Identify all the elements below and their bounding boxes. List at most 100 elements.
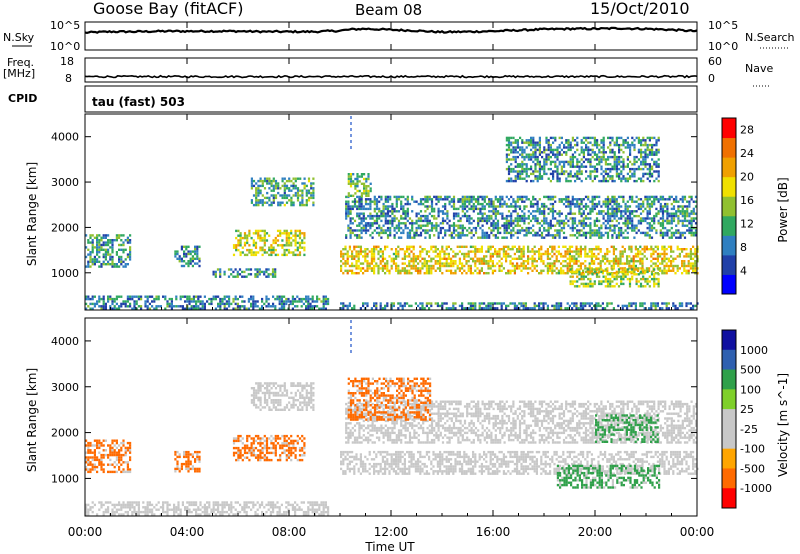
scatter-cell bbox=[448, 202, 451, 206]
scatter-cell bbox=[428, 222, 431, 225]
scatter-cell bbox=[93, 302, 96, 306]
scatter-cell bbox=[687, 262, 690, 265]
scatter-cell bbox=[546, 262, 549, 265]
scatter-cell bbox=[604, 269, 607, 272]
scatter-cell bbox=[363, 187, 366, 190]
scatter-cell bbox=[290, 199, 293, 202]
scatter-cell bbox=[653, 163, 656, 166]
scatter-cell bbox=[345, 217, 348, 220]
scatter-cell bbox=[270, 201, 273, 204]
scatter-cell bbox=[626, 207, 629, 211]
scatter-cell bbox=[667, 245, 670, 248]
scatter-cell bbox=[274, 196, 278, 200]
scatter-cell bbox=[477, 222, 480, 225]
scatter-cell bbox=[406, 226, 409, 230]
scatter-cell bbox=[107, 248, 110, 251]
scatter-cell bbox=[562, 272, 565, 275]
scatter-cell bbox=[417, 255, 420, 258]
scatter-cell bbox=[283, 203, 286, 207]
scatter-cell bbox=[353, 248, 356, 251]
scatter-cell bbox=[472, 250, 475, 253]
scatter-cell bbox=[370, 252, 373, 256]
scatter-cell bbox=[598, 148, 601, 152]
scatter-cell bbox=[532, 160, 535, 164]
scatter-cell bbox=[531, 262, 534, 265]
scatter-cell bbox=[357, 257, 360, 260]
scatter-cell bbox=[510, 179, 513, 183]
scatter-cell bbox=[595, 273, 599, 276]
scatter-cell bbox=[672, 207, 676, 211]
scatter-cell bbox=[615, 155, 618, 159]
scatter-cell bbox=[562, 245, 565, 248]
scatter-cell bbox=[690, 198, 693, 201]
scatter-cell bbox=[468, 198, 471, 201]
scatter-cell bbox=[546, 269, 549, 272]
scatter-cell bbox=[628, 270, 632, 274]
scatter-cell bbox=[613, 285, 616, 288]
scatter-cell bbox=[259, 248, 262, 252]
scatter-cell bbox=[408, 260, 411, 263]
scatter-cell bbox=[657, 212, 660, 215]
scatter-cell bbox=[345, 214, 348, 218]
scatter-cell bbox=[115, 265, 118, 268]
scatter-cell bbox=[292, 253, 295, 257]
scatter-cell bbox=[643, 248, 646, 251]
scatter-cell bbox=[201, 300, 204, 303]
scatter-cell bbox=[595, 202, 599, 206]
scatter-cell bbox=[109, 258, 112, 261]
scatter-cell bbox=[576, 200, 579, 203]
scatter-cell bbox=[266, 191, 269, 195]
scatter-cell bbox=[549, 195, 552, 199]
scatter-cell bbox=[521, 219, 524, 223]
scatter-cell bbox=[120, 263, 123, 266]
scatter-cell bbox=[230, 302, 233, 306]
scatter-cell bbox=[505, 222, 508, 225]
scatter-cell bbox=[196, 257, 199, 260]
scatter-cell bbox=[620, 155, 623, 159]
scatter-cell bbox=[122, 260, 125, 263]
scatter-cell bbox=[589, 141, 592, 144]
scatter-cell bbox=[615, 143, 618, 147]
scatter-cell bbox=[560, 219, 563, 223]
scatter-cell bbox=[631, 219, 634, 223]
scatter-cell bbox=[373, 302, 376, 305]
scatter-cell bbox=[664, 198, 667, 201]
scatter-cell bbox=[348, 269, 351, 272]
scatter-cell bbox=[661, 307, 664, 310]
scatter-cell bbox=[609, 280, 612, 283]
scatter-cell bbox=[441, 302, 444, 305]
scatter-cell bbox=[278, 300, 281, 303]
scatter-cell bbox=[519, 170, 522, 173]
scatter-cell bbox=[424, 219, 427, 223]
scatter-cell bbox=[665, 302, 668, 305]
scatter-cell bbox=[569, 205, 572, 208]
scatter-cell bbox=[401, 248, 404, 251]
scatter-cell bbox=[689, 250, 692, 253]
scatter-cell bbox=[259, 239, 262, 242]
scatter-cell bbox=[558, 160, 561, 164]
scatter-cell bbox=[677, 219, 680, 223]
scatter-cell bbox=[615, 255, 618, 258]
scatter-cell bbox=[558, 163, 561, 166]
scatter-cell bbox=[243, 270, 246, 274]
scatter-cell bbox=[657, 179, 660, 183]
scatter-cell bbox=[518, 302, 521, 305]
scatter-cell bbox=[483, 219, 486, 223]
scatter-cell bbox=[263, 179, 267, 183]
scatter-cell bbox=[560, 170, 563, 173]
scatter-cell bbox=[587, 273, 590, 276]
scatter-cell bbox=[463, 214, 467, 218]
scatter-cell bbox=[554, 163, 557, 166]
scatter-cell bbox=[551, 255, 554, 258]
scatter-cell bbox=[507, 269, 510, 272]
scatter-cell bbox=[534, 141, 537, 144]
scatter-cell bbox=[530, 158, 533, 161]
scatter-cell bbox=[353, 272, 356, 275]
scatter-cell bbox=[519, 177, 522, 180]
scatter-cell bbox=[259, 191, 262, 195]
scatter-cell bbox=[610, 302, 613, 305]
scatter-cell bbox=[349, 229, 352, 232]
scatter-cell bbox=[543, 170, 546, 173]
scatter-cell bbox=[384, 245, 387, 248]
scatter-cell bbox=[370, 250, 373, 253]
